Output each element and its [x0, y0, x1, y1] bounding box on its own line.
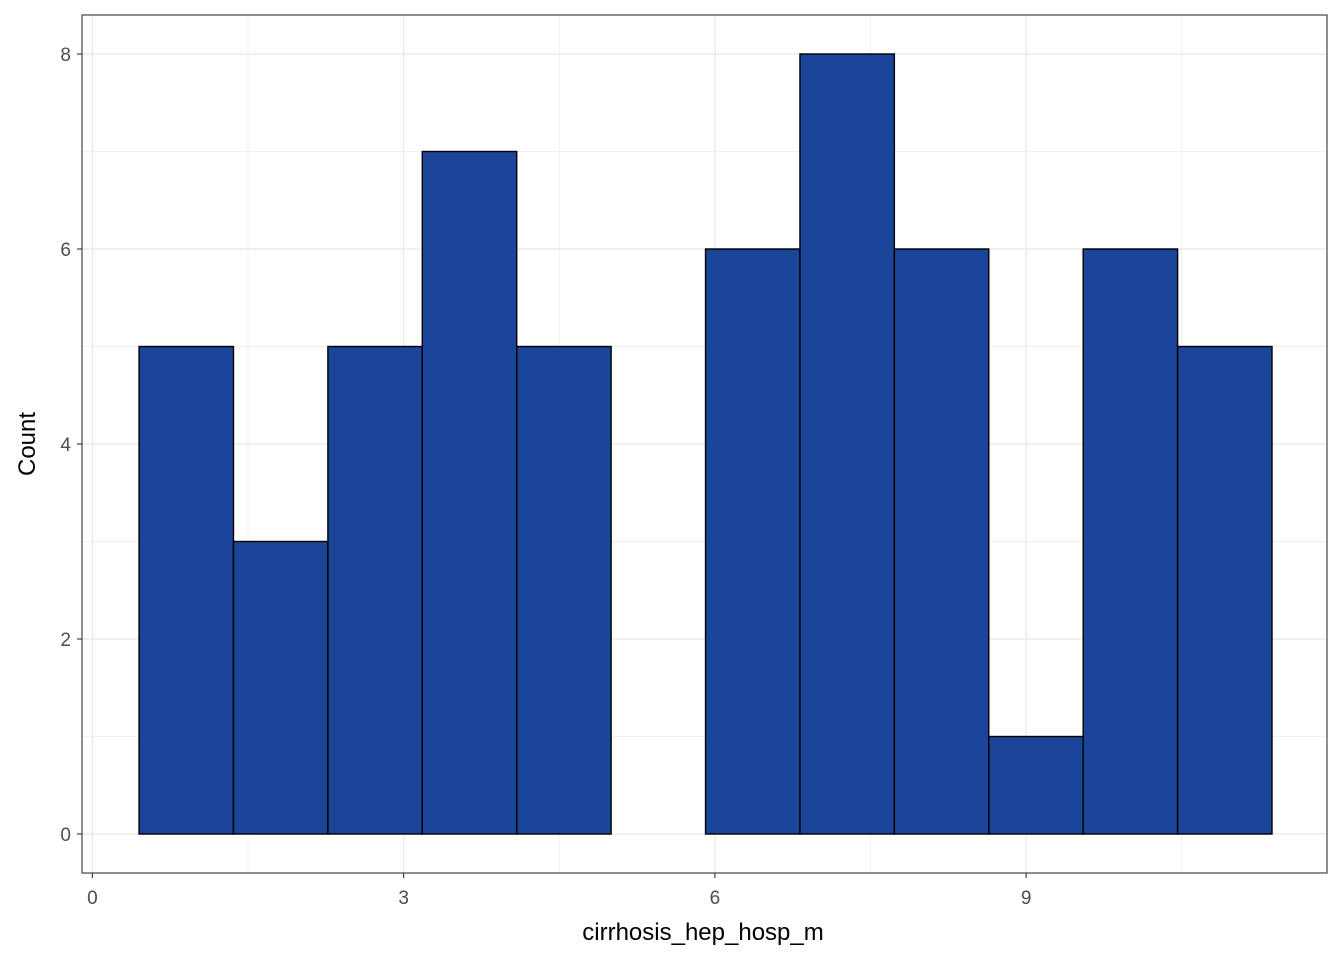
histogram-bar	[421, 150, 518, 835]
histogram-bar	[232, 540, 329, 835]
x-tick-label: 3	[398, 888, 409, 909]
y-axis-title: Count	[14, 412, 41, 476]
histogram-bar	[516, 345, 612, 835]
bars	[138, 53, 1273, 835]
histogram-bar	[988, 735, 1084, 835]
y-tick-label: 8	[60, 45, 71, 66]
y-tick-label: 4	[60, 435, 71, 456]
histogram-bar	[704, 248, 801, 835]
x-tick-label: 9	[1021, 888, 1032, 909]
y-axis-ticks: 0 2 4 6 8	[60, 45, 82, 846]
histogram-bar	[1176, 345, 1273, 835]
histogram-bar	[893, 248, 990, 835]
x-axis-ticks: 0 3 6 9	[87, 873, 1031, 909]
histogram-bar	[799, 53, 896, 835]
histogram-bar	[327, 345, 424, 835]
x-tick-label: 6	[710, 888, 721, 909]
histogram-bar	[1082, 248, 1179, 835]
x-axis-title: cirrhosis_hep_hosp_m	[582, 919, 823, 946]
x-tick-label: 0	[87, 888, 98, 909]
y-tick-label: 0	[60, 825, 71, 846]
histogram-bar	[138, 345, 235, 835]
y-tick-label: 6	[60, 240, 71, 261]
y-tick-label: 2	[60, 630, 71, 651]
